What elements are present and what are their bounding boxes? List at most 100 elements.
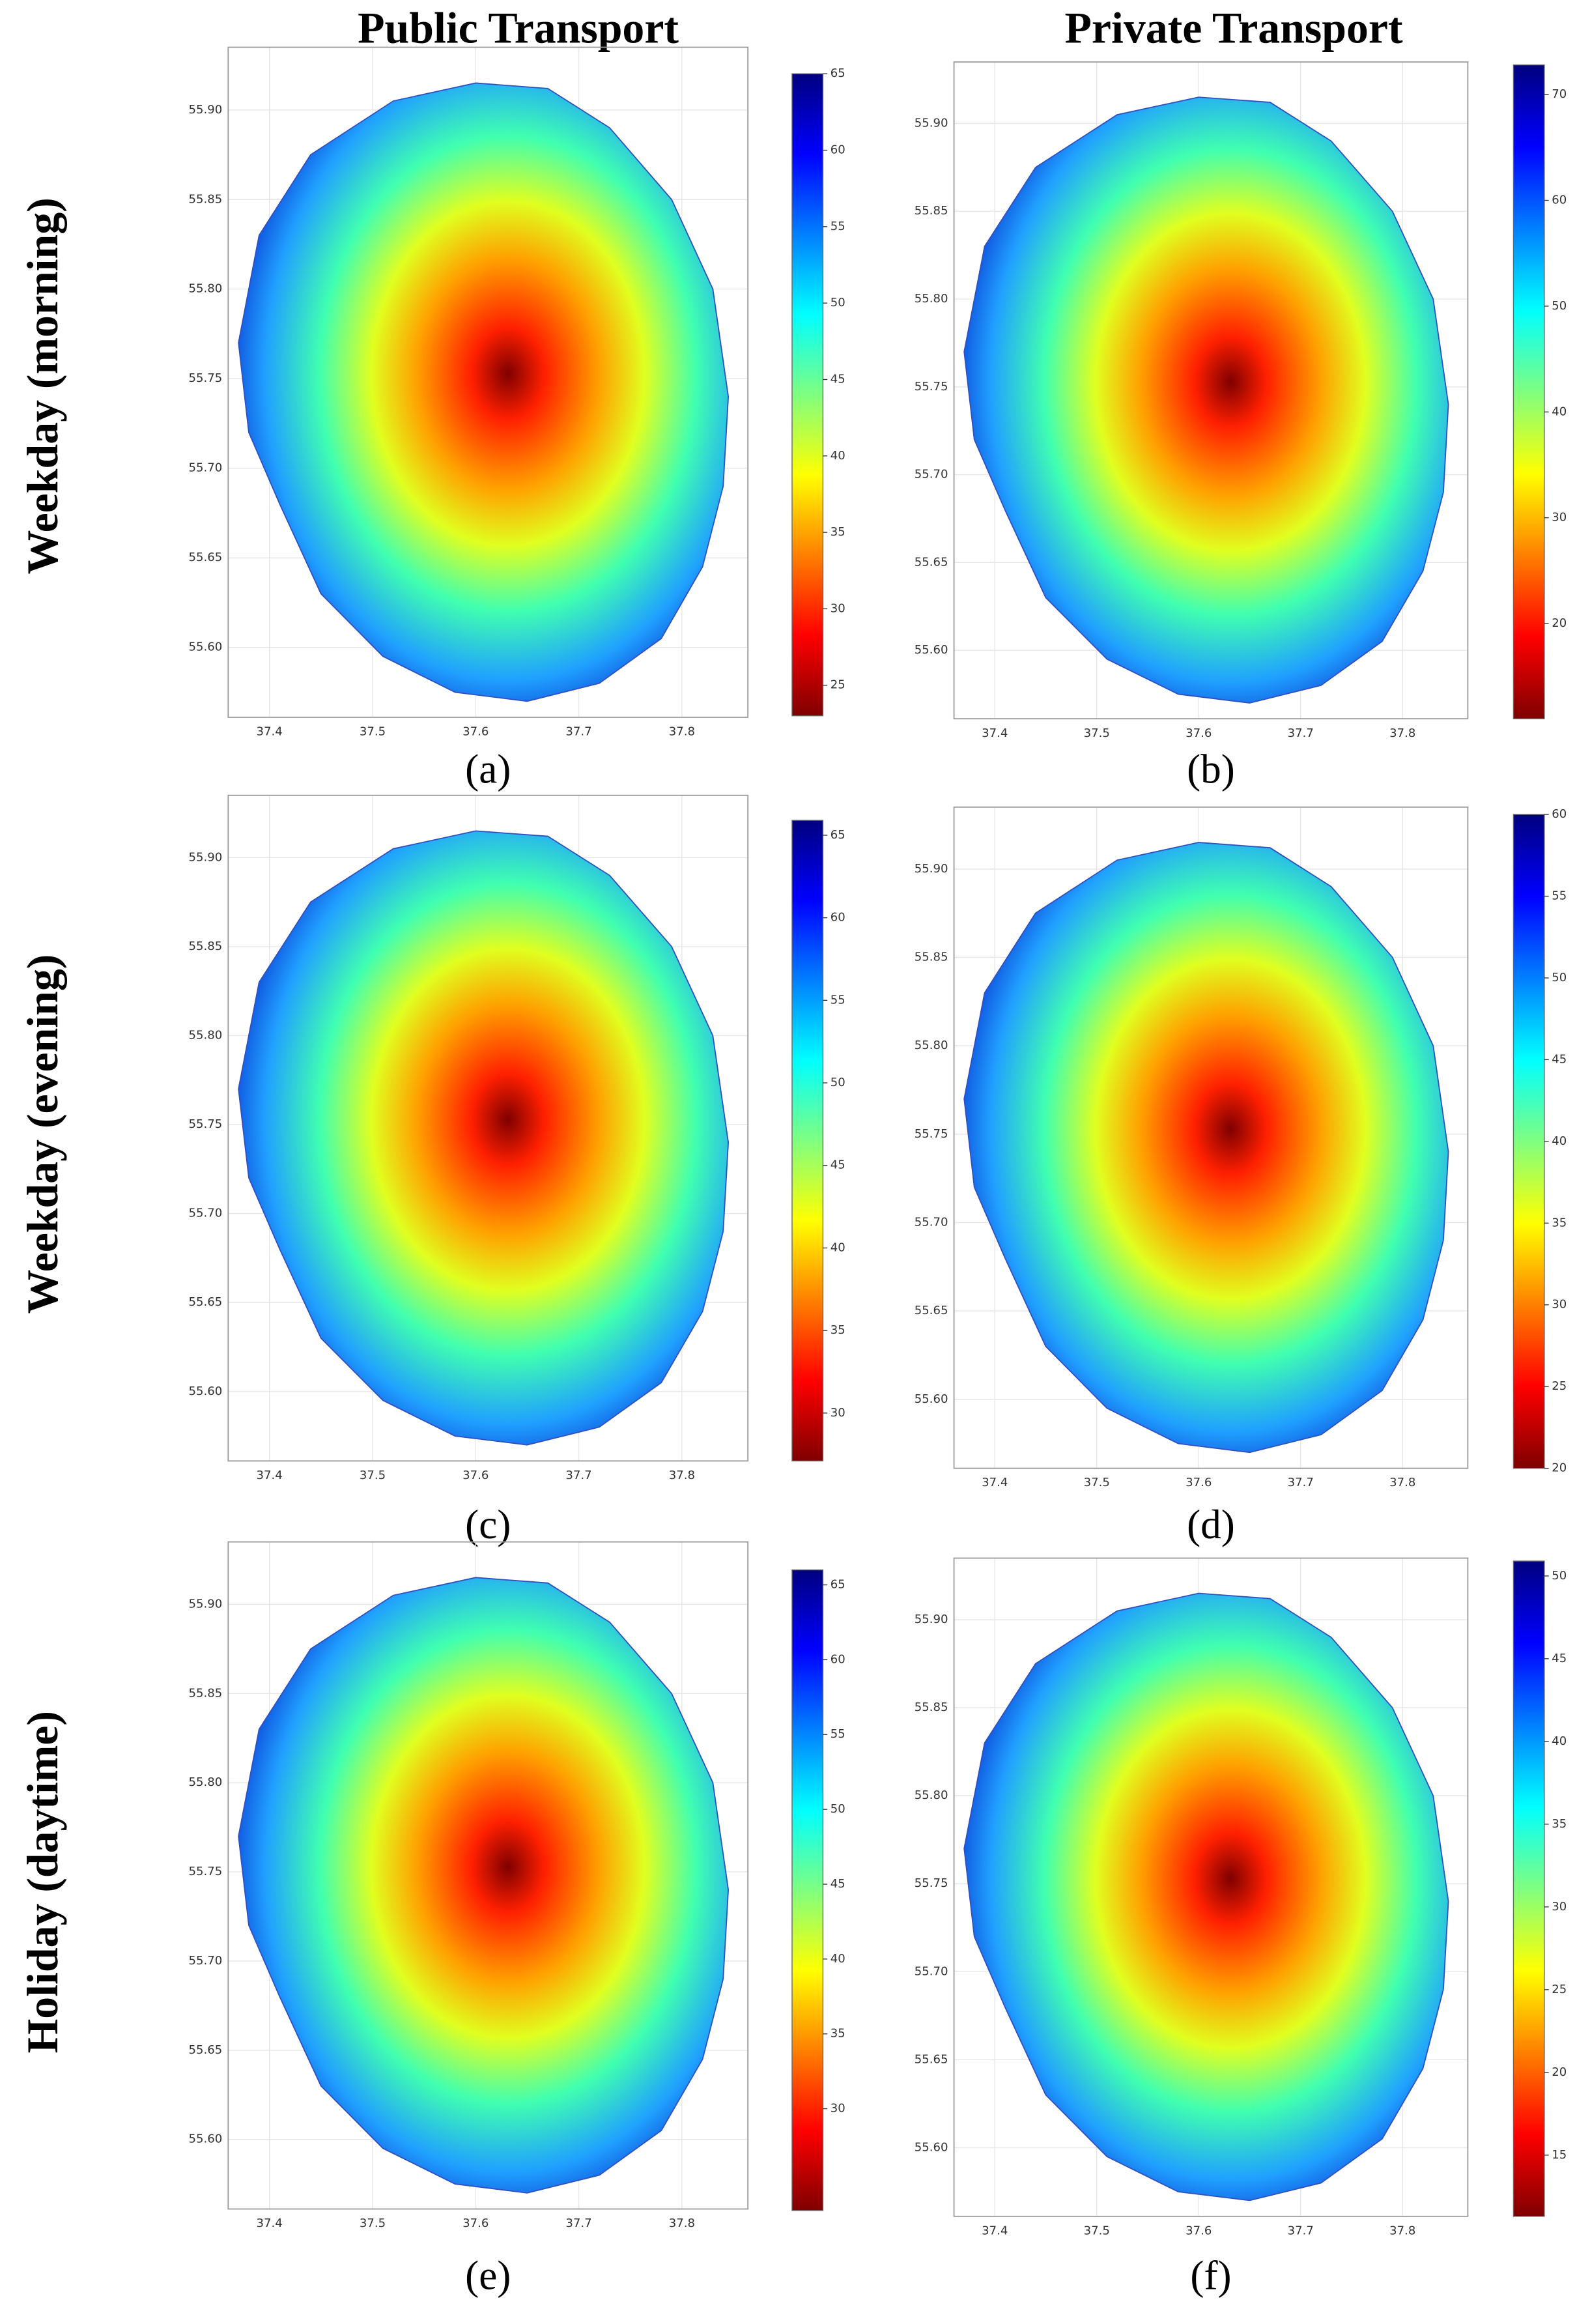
x-tick-label: 37.8 <box>669 1469 695 1482</box>
y-tick-label: 55.75 <box>189 1865 223 1878</box>
colorbar-tick-label: 50 <box>830 1802 845 1816</box>
y-tick-label: 55.85 <box>189 940 223 953</box>
colorbar-tick-label: 30 <box>830 601 845 615</box>
colorbar-tick-label: 55 <box>830 220 845 233</box>
axes-frame <box>953 1557 1469 2217</box>
colorbar-tick-label: 35 <box>1552 1817 1567 1831</box>
x-tick-label: 37.5 <box>1084 726 1110 740</box>
x-tick-label: 37.7 <box>1288 2224 1314 2237</box>
x-tick-label: 37.6 <box>1185 1476 1212 1489</box>
colorbar-tick-label: 40 <box>830 449 845 463</box>
colorbar <box>791 1569 824 2211</box>
x-tick-label: 37.7 <box>565 2216 591 2230</box>
colorbar-tick-label: 60 <box>1552 194 1567 207</box>
colorbar-tick-label: 50 <box>1552 1569 1567 1583</box>
y-tick-label: 55.90 <box>915 1613 948 1626</box>
city-map <box>238 830 730 1446</box>
colorbar-tick-label: 60 <box>830 911 845 925</box>
panel-label: (a) <box>465 746 511 792</box>
y-tick-label: 55.75 <box>915 380 948 394</box>
colorbar-tick-label: 45 <box>830 1158 845 1172</box>
city-map <box>963 1592 1449 2202</box>
y-tick-label: 55.60 <box>189 1384 223 1398</box>
axes-frame <box>227 794 749 1462</box>
colorbar-tick-label: 30 <box>1552 1298 1567 1312</box>
colorbar-tick-label: 35 <box>1552 1216 1567 1229</box>
colorbar-tick-label: 20 <box>1552 1461 1567 1475</box>
x-tick-label: 37.8 <box>1389 2224 1415 2237</box>
y-tick-label: 55.90 <box>189 103 223 117</box>
y-tick-label: 55.70 <box>915 1964 948 1978</box>
x-tick-label: 37.5 <box>1084 1476 1110 1489</box>
y-tick-label: 55.75 <box>915 1876 948 1890</box>
colorbar-tick-label: 65 <box>830 66 845 80</box>
axes-frame <box>953 61 1469 720</box>
colorbar-tick-label: 65 <box>830 828 845 842</box>
y-tick-label: 55.80 <box>915 1788 948 1802</box>
x-tick-label: 37.8 <box>1389 726 1415 740</box>
y-tick-label: 55.60 <box>915 2140 948 2154</box>
colorbar-tick-label: 30 <box>830 1406 845 1420</box>
colorbar <box>1512 814 1545 1469</box>
x-tick-label: 37.5 <box>360 2216 386 2230</box>
y-tick-label: 55.80 <box>189 1775 223 1789</box>
colorbar <box>1512 1560 1545 2217</box>
x-tick-label: 37.5 <box>360 725 386 739</box>
colorbar-tick-label: 30 <box>830 2102 845 2116</box>
y-tick-label: 55.85 <box>189 1686 223 1700</box>
y-tick-label: 55.85 <box>915 204 948 218</box>
x-tick-label: 37.4 <box>982 2224 1008 2237</box>
x-tick-label: 37.7 <box>1288 1476 1314 1489</box>
colorbar-tick-label: 60 <box>1552 807 1567 821</box>
y-tick-label: 55.65 <box>189 2043 223 2057</box>
x-tick-label: 37.7 <box>1288 726 1314 740</box>
colorbar-tick-label: 35 <box>830 2027 845 2041</box>
x-tick-label: 37.4 <box>257 725 283 739</box>
y-tick-label: 55.90 <box>189 850 223 864</box>
colorbar-tick-label: 30 <box>1552 1900 1567 1914</box>
y-tick-label: 55.75 <box>915 1127 948 1141</box>
x-tick-label: 37.7 <box>565 1469 591 1482</box>
y-tick-label: 55.90 <box>915 862 948 876</box>
axes-frame <box>953 806 1469 1469</box>
colorbar-tick-label: 50 <box>830 296 845 309</box>
y-tick-label: 55.65 <box>915 2052 948 2066</box>
colorbar-tick-label: 30 <box>1552 511 1567 524</box>
colorbar-tick-label: 25 <box>1552 1983 1567 1996</box>
y-tick-label: 55.80 <box>915 292 948 306</box>
x-tick-label: 37.5 <box>1084 2224 1110 2237</box>
colorbar-tick-label: 15 <box>1552 2148 1567 2162</box>
colorbar-tick-label: 55 <box>1552 889 1567 903</box>
y-tick-label: 55.85 <box>915 1700 948 1714</box>
colorbar-tick-label: 45 <box>1552 1052 1567 1066</box>
y-tick-label: 55.70 <box>189 461 223 475</box>
x-tick-label: 37.5 <box>360 1469 386 1482</box>
colorbar-tick-label: 35 <box>830 525 845 539</box>
y-tick-label: 55.60 <box>915 1392 948 1406</box>
y-tick-label: 55.70 <box>915 468 948 481</box>
colorbar-tick-label: 35 <box>830 1323 845 1337</box>
y-tick-label: 55.90 <box>189 1597 223 1611</box>
colorbar-tick-label: 65 <box>830 1578 845 1592</box>
x-tick-label: 37.4 <box>257 1469 283 1482</box>
colorbar-tick-label: 50 <box>1552 299 1567 313</box>
colorbar-tick-label: 40 <box>1552 405 1567 418</box>
x-tick-label: 37.4 <box>257 2216 283 2230</box>
colorbar-tick-label: 20 <box>1552 2065 1567 2079</box>
panel-label: (e) <box>465 2252 511 2298</box>
colorbar-tick-label: 25 <box>1552 1379 1567 1393</box>
y-tick-label: 55.75 <box>189 1117 223 1131</box>
x-tick-label: 37.4 <box>982 1476 1008 1489</box>
y-tick-label: 55.70 <box>189 1954 223 1968</box>
y-tick-label: 55.85 <box>915 950 948 964</box>
y-tick-label: 55.65 <box>189 1295 223 1309</box>
x-tick-label: 37.6 <box>462 2216 489 2230</box>
panel-label: (c) <box>465 1502 511 1547</box>
column-title: Public Transport <box>358 4 679 53</box>
colorbar-tick-label: 40 <box>1552 1134 1567 1148</box>
row-label: Weekday (morning) <box>18 197 67 574</box>
x-tick-label: 37.8 <box>1389 1476 1415 1489</box>
panel-label: (b) <box>1187 746 1235 792</box>
colorbar-tick-label: 45 <box>830 1877 845 1891</box>
